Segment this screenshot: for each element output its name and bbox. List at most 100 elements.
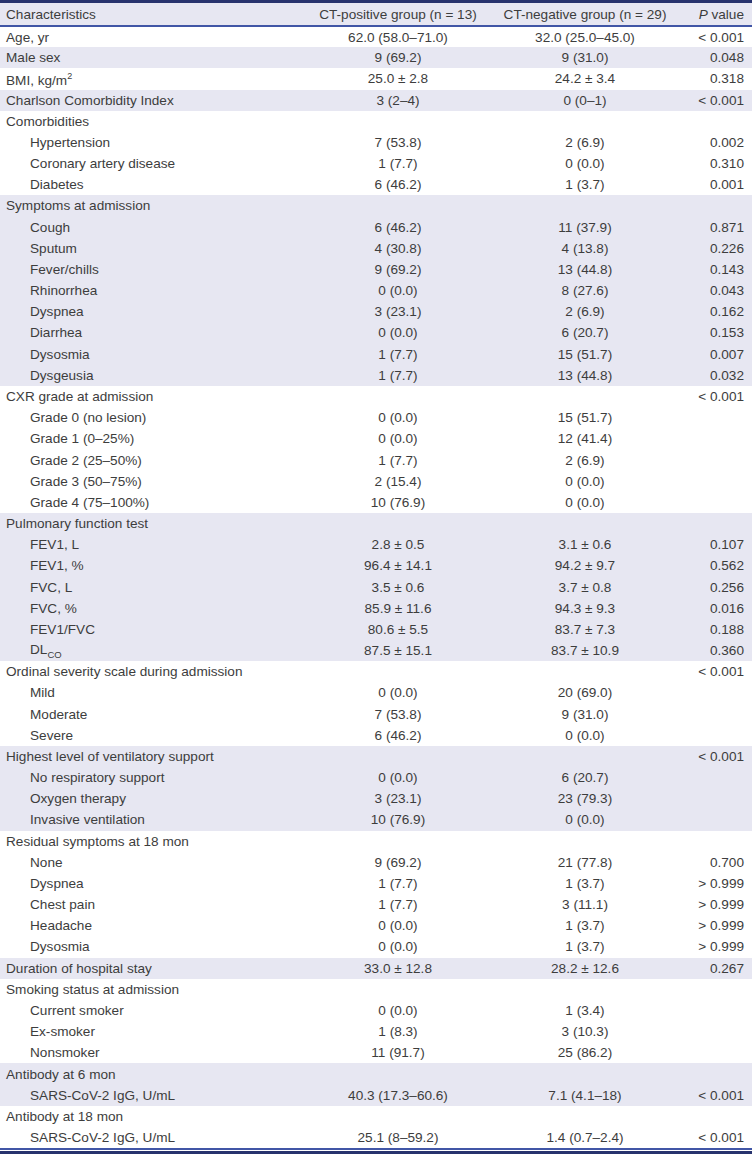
characteristic-label: Sputum — [0, 238, 300, 259]
ct-negative-value: 94.3 ± 9.3 — [496, 598, 674, 619]
superscript: 2 — [67, 71, 72, 81]
characteristic-label: FEV1, L — [0, 534, 300, 555]
ct-negative-value: 7.1 (4.1–18) — [496, 1085, 674, 1106]
ct-negative-value: 11 (37.9) — [496, 217, 674, 238]
p-value: 0.226 — [674, 238, 752, 259]
characteristic-label: Symptoms at admission — [0, 195, 300, 216]
ct-positive-value — [300, 111, 496, 132]
ct-negative-value: 0 (0–1) — [496, 90, 674, 111]
p-value — [674, 195, 752, 216]
characteristic-label: Current smoker — [0, 1000, 300, 1021]
table-row: Rhinorrhea0 (0.0)8 (27.6)0.043 — [0, 280, 752, 301]
ct-negative-value — [496, 195, 674, 216]
ct-positive-value: 2.8 ± 0.5 — [300, 534, 496, 555]
section-row: Antibody at 6 mon — [0, 1063, 752, 1084]
ct-positive-value: 96.4 ± 14.1 — [300, 555, 496, 576]
table-row: Invasive ventilation10 (76.9)0 (0.0) — [0, 809, 752, 830]
ct-positive-value: 0 (0.0) — [300, 428, 496, 449]
ct-positive-value: 1 (7.7) — [300, 344, 496, 365]
ct-negative-value — [496, 746, 674, 767]
table-row: Grade 1 (0–25%)0 (0.0)12 (41.4) — [0, 428, 752, 449]
ct-positive-value: 7 (53.8) — [300, 132, 496, 153]
p-value: 0.001 — [674, 174, 752, 195]
characteristic-label: No respiratory support — [0, 767, 300, 788]
p-value: > 0.999 — [674, 894, 752, 915]
ct-negative-value: 9 (31.0) — [496, 704, 674, 725]
characteristic-label: Headache — [0, 915, 300, 936]
table-row: Age, yr62.0 (58.0–71.0)32.0 (25.0–45.0)<… — [0, 26, 752, 47]
table-row: Coronary artery disease1 (7.7)0 (0.0)0.3… — [0, 153, 752, 174]
section-row: Symptoms at admission — [0, 195, 752, 216]
ct-negative-value: 1 (3.4) — [496, 1000, 674, 1021]
p-value: 0.318 — [674, 68, 752, 89]
p-value — [674, 492, 752, 513]
ct-negative-value: 3.1 ± 0.6 — [496, 534, 674, 555]
table-row: Hypertension7 (53.8)2 (6.9)0.002 — [0, 132, 752, 153]
characteristic-label: Grade 2 (25–50%) — [0, 449, 300, 470]
table-row: FEV1/FVC80.6 ± 5.583.7 ± 7.30.188 — [0, 619, 752, 640]
ct-negative-value — [496, 831, 674, 852]
table-row: Headache0 (0.0)1 (3.7)> 0.999 — [0, 915, 752, 936]
p-value: 0.043 — [674, 280, 752, 301]
table-row: Dyspnea1 (7.7)1 (3.7)> 0.999 — [0, 873, 752, 894]
ct-positive-value: 40.3 (17.3–60.6) — [300, 1085, 496, 1106]
paper-table-page: Characteristics CT-positive group (n = 1… — [0, 0, 752, 1156]
characteristic-label: SARS-CoV-2 IgG, U/mL — [0, 1085, 300, 1106]
ct-positive-value: 3 (23.1) — [300, 301, 496, 322]
p-value: > 0.999 — [674, 915, 752, 936]
table-bottom-border — [0, 1148, 752, 1154]
table-row: Dysosmia1 (7.7)15 (51.7)0.007 — [0, 344, 752, 365]
ct-positive-value — [300, 386, 496, 407]
characteristics-table: Characteristics CT-positive group (n = 1… — [0, 0, 752, 1148]
ct-positive-value: 6 (46.2) — [300, 725, 496, 746]
table-row: No respiratory support0 (0.0)6 (20.7) — [0, 767, 752, 788]
characteristic-label: None — [0, 852, 300, 873]
p-value: < 0.001 — [674, 1127, 752, 1148]
ct-negative-value: 25 (86.2) — [496, 1042, 674, 1063]
p-value: 0.153 — [674, 322, 752, 343]
table-row: Sputum4 (30.8)4 (13.8)0.226 — [0, 238, 752, 259]
characteristic-label: Nonsmoker — [0, 1042, 300, 1063]
ct-negative-value: 1 (3.7) — [496, 915, 674, 936]
ct-negative-value: 2 (6.9) — [496, 132, 674, 153]
ct-negative-value: 0 (0.0) — [496, 725, 674, 746]
ct-positive-value: 1 (7.7) — [300, 153, 496, 174]
table-row: SARS-CoV-2 IgG, U/mL40.3 (17.3–60.6)7.1 … — [0, 1085, 752, 1106]
ct-negative-value: 2 (6.9) — [496, 301, 674, 322]
p-value: 0.162 — [674, 301, 752, 322]
ct-negative-value — [496, 513, 674, 534]
ct-positive-value: 10 (76.9) — [300, 809, 496, 830]
ct-negative-value: 21 (77.8) — [496, 852, 674, 873]
p-value — [674, 407, 752, 428]
ct-positive-value: 0 (0.0) — [300, 936, 496, 957]
ct-positive-value: 1 (7.7) — [300, 894, 496, 915]
ct-positive-value — [300, 831, 496, 852]
characteristic-label: Mild — [0, 682, 300, 703]
ct-negative-value: 1 (3.7) — [496, 936, 674, 957]
characteristic-label: DLCO — [0, 640, 300, 661]
ct-negative-value: 15 (51.7) — [496, 344, 674, 365]
ct-negative-value: 12 (41.4) — [496, 428, 674, 449]
characteristic-label: Moderate — [0, 704, 300, 725]
ct-negative-value: 4 (13.8) — [496, 238, 674, 259]
characteristic-label: Charlson Comorbidity Index — [0, 90, 300, 111]
table-row: FVC, %85.9 ± 11.694.3 ± 9.30.016 — [0, 598, 752, 619]
characteristic-label: Dysosmia — [0, 936, 300, 957]
section-row: Highest level of ventilatory support< 0.… — [0, 746, 752, 767]
table-row: None9 (69.2)21 (77.8)0.700 — [0, 852, 752, 873]
characteristic-label: FVC, L — [0, 576, 300, 597]
characteristic-label: Cough — [0, 217, 300, 238]
ct-negative-value: 23 (79.3) — [496, 788, 674, 809]
ct-positive-value — [300, 979, 496, 1000]
ct-negative-value: 13 (44.8) — [496, 365, 674, 386]
p-value — [674, 513, 752, 534]
ct-positive-value: 9 (69.2) — [300, 47, 496, 68]
p-value: > 0.999 — [674, 873, 752, 894]
p-value-rest: value — [708, 7, 744, 22]
characteristic-label: Diabetes — [0, 174, 300, 195]
p-value: > 0.999 — [674, 936, 752, 957]
characteristic-label: Grade 0 (no lesion) — [0, 407, 300, 428]
characteristic-label: Residual symptoms at 18 mon — [0, 831, 300, 852]
ct-negative-value: 8 (27.6) — [496, 280, 674, 301]
p-value: < 0.001 — [674, 26, 752, 47]
